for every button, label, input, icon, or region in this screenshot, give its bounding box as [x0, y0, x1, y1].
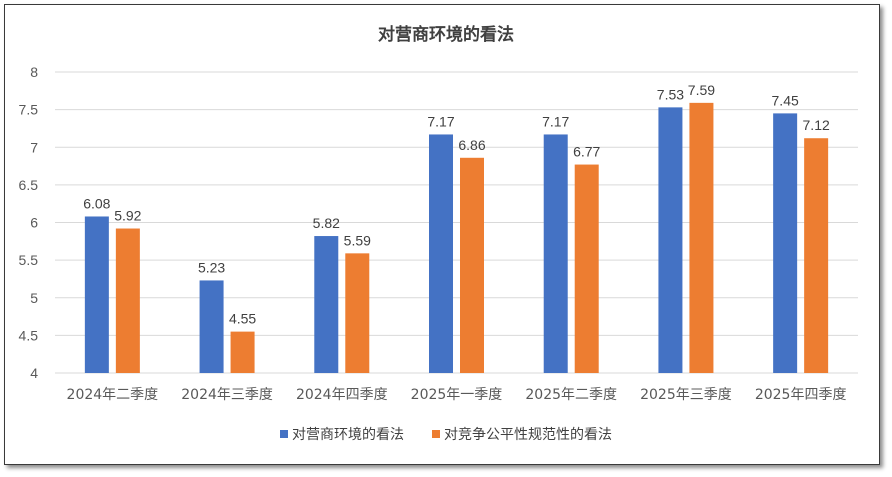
data-label: 5.59 — [344, 232, 371, 248]
data-label: 6.86 — [458, 137, 485, 153]
bar-series-1 — [658, 107, 683, 374]
x-tick-label: 2025年四季度 — [755, 387, 847, 403]
bar-series-1 — [314, 236, 339, 373]
bar-series-2 — [460, 157, 484, 373]
x-tick-label: 2024年三季度 — [181, 387, 273, 403]
y-tick-label: 4.5 — [19, 327, 39, 343]
legend-swatch — [432, 430, 440, 438]
x-tick-label: 2025年二季度 — [525, 387, 617, 403]
bar-series-1 — [429, 134, 453, 373]
bar-series-2 — [689, 102, 714, 373]
data-label: 7.45 — [772, 92, 799, 108]
data-label: 7.53 — [657, 86, 684, 102]
y-tick-label: 8 — [30, 64, 38, 80]
bar-series-1 — [199, 280, 224, 373]
y-tick-label: 5.5 — [19, 252, 39, 268]
x-tick-label: 2024年二季度 — [67, 387, 159, 403]
bar-series-2 — [804, 138, 829, 373]
y-tick-label: 6.5 — [19, 177, 39, 193]
legend-label: 对营商环境的看法 — [292, 427, 404, 443]
data-label: 6.08 — [83, 195, 110, 211]
legend: 对营商环境的看法 对竞争公平性规范性的看法 — [0, 424, 892, 444]
data-label: 5.82 — [313, 215, 340, 231]
y-tick-label: 4 — [30, 365, 38, 381]
bar-series-1 — [84, 216, 109, 373]
bar-series-2 — [574, 164, 599, 373]
data-label: 6.77 — [573, 144, 600, 160]
bar-series-2 — [115, 228, 140, 373]
bar-series-1 — [773, 113, 798, 373]
legend-item-series-1: 对营商环境的看法 — [280, 424, 404, 444]
y-tick-label: 7 — [30, 139, 38, 155]
bar-series-2 — [345, 253, 370, 373]
legend-label: 对竞争公平性规范性的看法 — [444, 427, 612, 443]
legend-swatch — [280, 430, 288, 438]
data-label: 7.59 — [688, 82, 715, 98]
data-label: 7.12 — [803, 117, 830, 133]
data-label: 4.55 — [229, 311, 256, 327]
x-tick-label: 2025年三季度 — [640, 387, 732, 403]
x-tick-label: 2025年一季度 — [411, 387, 503, 403]
bar-series-2 — [230, 331, 255, 373]
legend-item-series-2: 对竞争公平性规范性的看法 — [432, 424, 612, 444]
y-tick-label: 6 — [30, 215, 38, 231]
bar-series-1 — [543, 134, 568, 373]
chart-title: 对营商环境的看法 — [378, 25, 514, 45]
data-label: 5.23 — [198, 259, 225, 275]
y-tick-label: 7.5 — [19, 102, 39, 118]
x-tick-label: 2024年四季度 — [296, 387, 388, 403]
data-label: 7.17 — [427, 113, 454, 129]
data-label: 7.17 — [542, 113, 569, 129]
data-label: 5.92 — [114, 208, 141, 224]
y-tick-label: 5 — [30, 290, 38, 306]
